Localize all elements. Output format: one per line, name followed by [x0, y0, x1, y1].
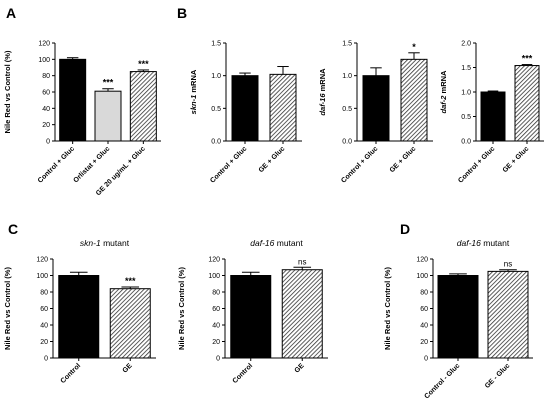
y-tick-label: 120 [208, 257, 220, 264]
category-label: Control + Gluc [37, 145, 76, 184]
y-tick-label: 80 [212, 290, 220, 297]
category-label: GE [294, 362, 306, 374]
y-tick-label: 1.0 [211, 73, 221, 80]
y-tick-label: 80 [420, 290, 428, 297]
chart-panel-4: 0.0 0.5 1.0 1.5 2.0 daf-2 mRNA Control + Gluc *… [439, 41, 544, 185]
y-tick-label: 2.0 [461, 41, 471, 48]
y-tick-label: 60 [212, 306, 220, 313]
y-tick-label: 1.5 [211, 41, 221, 48]
y-tick-label: 60 [420, 306, 428, 313]
y-tick-label: 0.5 [342, 106, 352, 113]
y-axis-label: skn-1 mRNA [189, 69, 198, 114]
significance-label: *** [138, 59, 149, 69]
bar [58, 275, 100, 359]
bar [281, 269, 323, 359]
category-label: GE + Gluc [502, 145, 531, 174]
category-label: Control [232, 362, 255, 385]
y-tick-label: 100 [36, 273, 48, 280]
panel-letter: A [6, 5, 16, 21]
chart-panel-2: B 0.0 0.5 1.0 1.5 skn-1 mRNA Control + Gluc GE … [177, 5, 302, 185]
chart-panel-3: 0.0 0.5 1.0 1.5 daf-16 mRNA Control + Gluc * GE… [318, 41, 433, 185]
y-tick-label: 100 [38, 57, 50, 64]
chart-panel-1: A 0 20 40 60 80 100 120 Nile Red vs Control (%) C… [3, 5, 161, 197]
y-tick-label: 120 [38, 41, 50, 48]
y-tick-label: 120 [416, 257, 428, 264]
y-tick-label: 0 [216, 356, 220, 363]
category-label: Control + Gluc [209, 145, 248, 184]
panel-title: skn-1 mutant [80, 238, 130, 248]
y-tick-label: 40 [420, 323, 428, 330]
panel-letter: D [400, 221, 410, 237]
y-tick-label: 1.5 [461, 65, 471, 72]
significance-label: * [412, 42, 416, 52]
y-tick-label: 1.5 [342, 41, 352, 48]
bar [230, 275, 272, 359]
category-label: Orlistat + Gluc [72, 145, 111, 184]
category-label: Control - Gluc [423, 362, 461, 400]
category-label: Control [60, 362, 83, 385]
y-tick-label: 1.0 [461, 90, 471, 97]
y-tick-label: 0 [46, 139, 50, 146]
category-label: GE + Gluc [389, 145, 418, 174]
panel-letter: C [8, 221, 18, 237]
y-tick-label: 40 [212, 323, 220, 330]
y-tick-label: 1.0 [342, 73, 352, 80]
bar [400, 58, 428, 142]
y-tick-label: 20 [420, 339, 428, 346]
bar [269, 73, 297, 142]
chart-panel-6: daf-16 mutant 0 20 40 60 80 100 120 Nile Red vs … [177, 238, 328, 385]
y-tick-label: 120 [36, 257, 48, 264]
bar [480, 91, 506, 142]
y-tick-label: 0 [424, 356, 428, 363]
bar [59, 58, 87, 142]
y-tick-label: 0.0 [461, 139, 471, 146]
y-tick-label: 0 [44, 356, 48, 363]
y-tick-label: 0.0 [211, 139, 221, 146]
y-axis-label: daf-2 mRNA [439, 70, 448, 114]
significance-label: *** [103, 78, 114, 88]
y-tick-label: 40 [40, 323, 48, 330]
bar [231, 75, 259, 142]
y-tick-label: 20 [40, 339, 48, 346]
bar [487, 270, 529, 359]
significance-label: ns [504, 260, 512, 269]
y-tick-label: 40 [42, 106, 50, 113]
bar [109, 288, 151, 359]
y-tick-label: 60 [40, 306, 48, 313]
y-axis-label: Nile Red vs Control (%) [177, 267, 186, 350]
bar [362, 75, 390, 142]
category-label: GE + Gluc [258, 145, 287, 174]
y-axis-label: daf-16 mRNA [318, 68, 327, 116]
y-tick-label: 80 [42, 73, 50, 80]
category-label: Control + Gluc [457, 145, 496, 184]
bar [437, 275, 479, 359]
y-tick-label: 60 [42, 90, 50, 97]
y-axis-label: Nile Red vs Control (%) [3, 267, 12, 350]
y-axis-label: Nile Red vs Control (%) [383, 267, 392, 350]
category-label: Control + Gluc [340, 145, 379, 184]
category-label: GE [122, 362, 134, 374]
significance-label: *** [522, 54, 533, 64]
category-label: GE - Gluc [484, 362, 512, 390]
significance-label: ns [298, 257, 306, 266]
bar [514, 65, 540, 142]
y-tick-label: 0.0 [342, 139, 352, 146]
bar [129, 71, 157, 142]
y-tick-label: 0.5 [211, 106, 221, 113]
y-tick-label: 100 [208, 273, 220, 280]
panel-letter: B [177, 5, 187, 21]
panel-title: daf-16 mutant [457, 238, 510, 248]
bar [94, 90, 122, 142]
y-tick-label: 100 [416, 273, 428, 280]
y-tick-label: 0.5 [461, 114, 471, 121]
y-tick-label: 80 [40, 290, 48, 297]
y-tick-label: 20 [42, 122, 50, 129]
panel-title: daf-16 mutant [250, 238, 303, 248]
y-axis-label: Nile Red vs Control (%) [3, 50, 12, 133]
y-tick-label: 20 [212, 339, 220, 346]
significance-label: *** [125, 276, 136, 286]
